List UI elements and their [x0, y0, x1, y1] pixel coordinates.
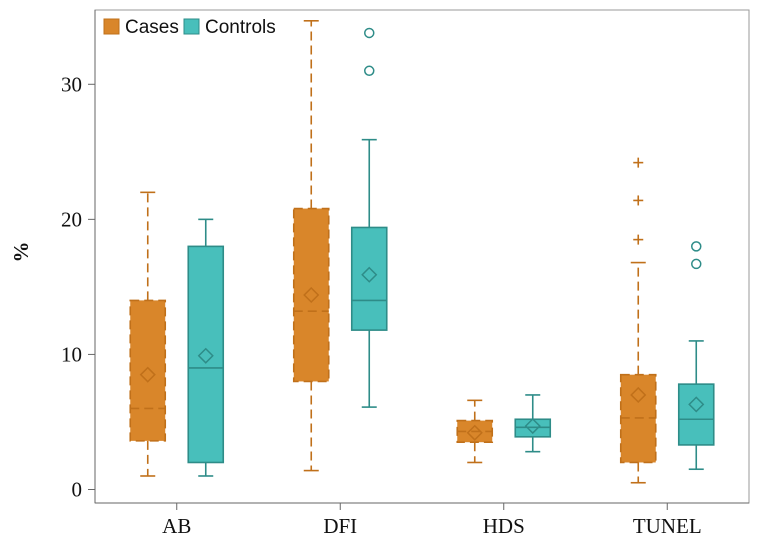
mean-marker — [303, 286, 320, 304]
cases-box-tunel — [619, 157, 657, 484]
iqr-box — [187, 245, 225, 464]
y-tick-label-10: 10 — [61, 342, 82, 366]
y-tick-label-0: 0 — [72, 477, 83, 501]
controls-box-hds — [514, 394, 552, 453]
legend: Cases Controls — [103, 17, 276, 38]
iqr-box — [350, 226, 388, 331]
cases-box-dfi — [292, 20, 330, 472]
mean-marker — [524, 417, 541, 435]
mean-marker — [630, 386, 647, 404]
iqr-box — [292, 207, 330, 383]
y-tick-label-30: 30 — [61, 72, 82, 96]
box-series-group — [129, 20, 715, 484]
controls-box-ab — [187, 218, 225, 477]
y-axis: 0 10 20 30 — [61, 10, 96, 503]
outlier-marker-1 — [633, 234, 644, 245]
legend-swatch-cases — [103, 18, 120, 35]
outlier-marker-1 — [364, 65, 375, 77]
legend-label-cases: Cases — [125, 17, 179, 38]
y-axis-label: % — [9, 242, 33, 263]
cases-box-ab — [129, 191, 167, 477]
iqr-box — [677, 383, 715, 446]
x-axis: AB DFI HDS TUNEL — [95, 502, 749, 538]
x-tick-label-tunel: TUNEL — [633, 514, 702, 538]
outlier-marker-1 — [691, 258, 702, 270]
outlier-marker-2 — [364, 27, 375, 39]
mean-marker — [197, 347, 214, 364]
legend-swatch-controls — [183, 18, 200, 35]
x-tick-label-dfi: DFI — [323, 514, 357, 538]
y-tick-label-20: 20 — [61, 207, 82, 231]
mean-marker — [361, 266, 378, 283]
x-tick-label-hds: HDS — [483, 514, 525, 538]
x-tick-label-ab: AB — [162, 514, 191, 538]
controls-box-tunel — [677, 241, 715, 471]
controls-box-dfi — [350, 27, 388, 408]
legend-label-controls: Controls — [205, 17, 276, 38]
iqr-box — [129, 299, 167, 442]
outlier-marker-2 — [691, 241, 702, 252]
cases-box-hds — [456, 399, 494, 464]
mean-marker — [466, 424, 483, 441]
mean-marker — [139, 366, 156, 383]
outlier-marker-3 — [633, 157, 644, 168]
mean-marker — [688, 396, 705, 413]
outlier-marker-2 — [633, 195, 644, 206]
